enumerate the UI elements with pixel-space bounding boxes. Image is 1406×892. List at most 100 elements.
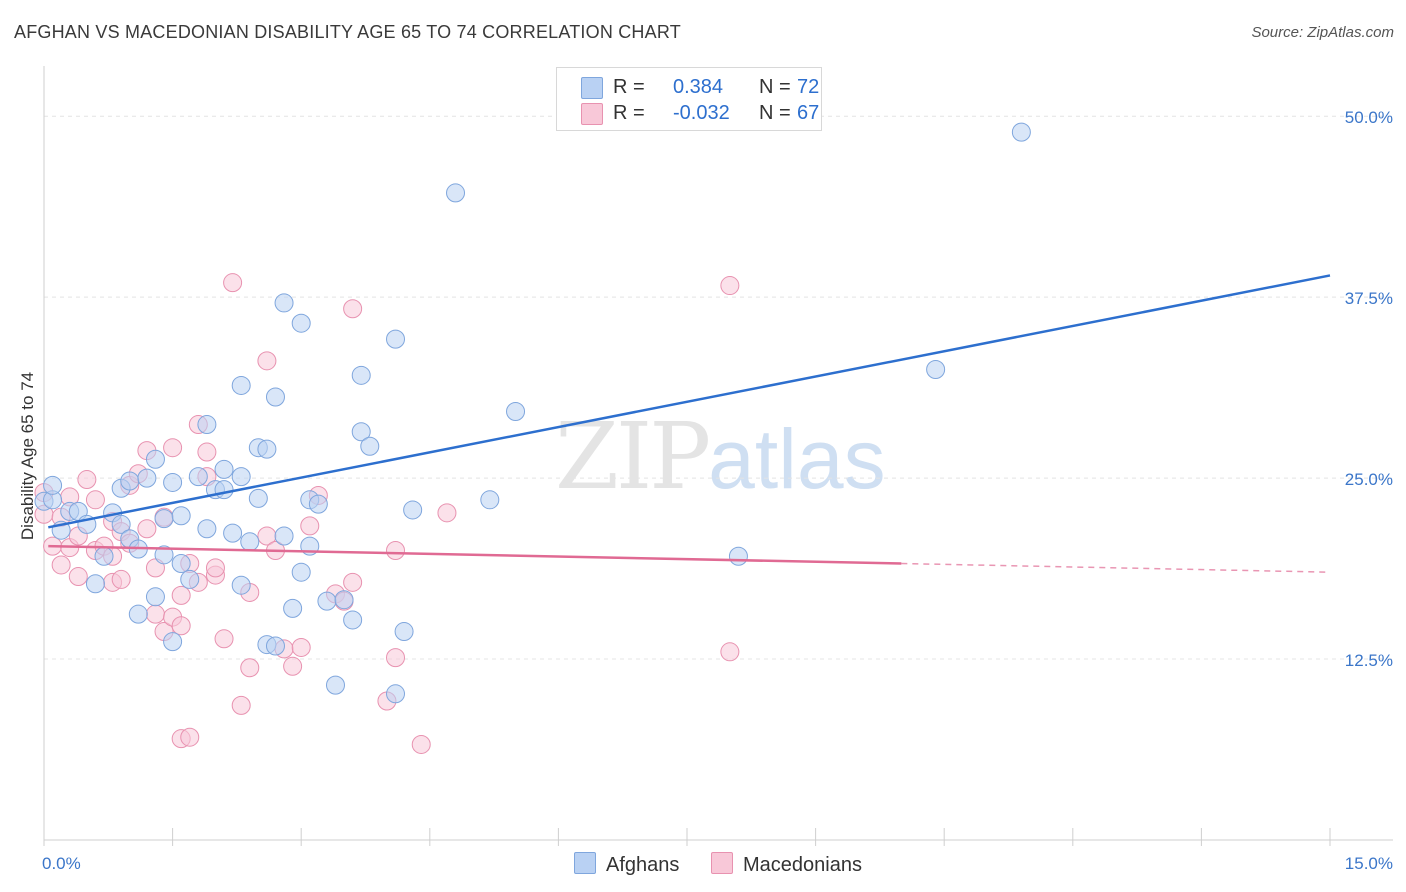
macedonians-trend-extension bbox=[901, 562, 1331, 573]
chart-title: AFGHAN VS MACEDONIAN DISABILITY AGE 65 T… bbox=[14, 22, 681, 42]
afghan-point bbox=[351, 422, 371, 442]
macedonians-label: Macedonians bbox=[743, 854, 862, 876]
bottom-legend-afghans[interactable]: Afghans bbox=[574, 852, 679, 877]
afghan-point bbox=[137, 468, 157, 488]
macedonian-point bbox=[85, 490, 105, 510]
y-axis-label: Disability Age 65 to 74 bbox=[18, 371, 37, 541]
macedonian-point bbox=[343, 572, 363, 592]
afghan-point bbox=[446, 183, 466, 203]
afghan-point bbox=[291, 562, 311, 582]
afghans-trend-line bbox=[48, 274, 1331, 529]
macedonian-point bbox=[343, 299, 363, 319]
macedonian-point bbox=[240, 658, 260, 678]
macedonian-point bbox=[231, 695, 251, 715]
legend-swatch-macedonians bbox=[581, 103, 603, 125]
afghan-point bbox=[351, 365, 371, 385]
afghans-swatch bbox=[574, 852, 596, 874]
afghans-label: Afghans bbox=[606, 854, 680, 876]
legend-n-value-macedonians: 67 bbox=[797, 102, 820, 124]
afghan-point bbox=[394, 622, 414, 642]
afghan-point bbox=[154, 545, 174, 565]
watermark-atlas: atlas bbox=[708, 412, 886, 506]
macedonian-point bbox=[283, 656, 303, 676]
macedonians-swatch bbox=[711, 852, 733, 874]
macedonian-point bbox=[77, 470, 97, 490]
afghan-point bbox=[926, 360, 946, 380]
afghan-point bbox=[1011, 122, 1031, 142]
macedonian-point bbox=[411, 734, 431, 754]
afghan-point bbox=[386, 684, 406, 704]
macedonian-point bbox=[137, 519, 157, 539]
afghan-point bbox=[317, 591, 337, 611]
legend-r-label: R = bbox=[613, 76, 645, 98]
afghan-point bbox=[265, 387, 285, 407]
macedonian-point bbox=[171, 616, 191, 636]
afghan-point bbox=[257, 439, 277, 459]
afghan-point bbox=[197, 415, 217, 435]
macedonian-point bbox=[386, 648, 406, 668]
afghan-point bbox=[120, 471, 140, 491]
afghan-point bbox=[214, 459, 234, 479]
afghan-point bbox=[343, 610, 363, 630]
macedonian-point bbox=[205, 558, 225, 578]
stats-legend: R = 0.384 N = 72 R = -0.032 N = 67 bbox=[556, 67, 822, 131]
legend-n-label: N = bbox=[759, 76, 791, 98]
x-tick-label-min: 0.0% bbox=[42, 854, 81, 873]
macedonian-point bbox=[720, 642, 740, 662]
y-tick-label: 37.5% bbox=[1345, 289, 1393, 308]
afghan-point bbox=[111, 514, 131, 534]
afghan-point bbox=[85, 574, 105, 594]
afghan-point bbox=[223, 523, 243, 543]
macedonian-point bbox=[720, 276, 740, 296]
macedonian-point bbox=[214, 629, 234, 649]
macedonian-point bbox=[386, 540, 406, 560]
legend-r-label: R = bbox=[613, 102, 645, 124]
bottom-legend-macedonians[interactable]: Macedonians bbox=[711, 852, 862, 877]
afghan-point bbox=[128, 604, 148, 624]
afghan-point bbox=[403, 500, 423, 520]
afghan-point bbox=[214, 480, 234, 500]
afghan-point bbox=[360, 436, 380, 456]
macedonians-trend-line bbox=[48, 544, 902, 565]
macedonian-point bbox=[145, 604, 165, 624]
y-tick-label: 50.0% bbox=[1345, 108, 1393, 127]
afghan-point bbox=[248, 488, 268, 508]
afghan-point bbox=[308, 494, 328, 514]
afghan-point bbox=[291, 313, 311, 333]
afghan-point bbox=[94, 546, 114, 566]
macedonian-point bbox=[197, 442, 217, 462]
source-label: Source: ZipAtlas.com bbox=[1251, 24, 1394, 41]
macedonian-point bbox=[437, 503, 457, 523]
afghan-point bbox=[145, 449, 165, 469]
afghan-point bbox=[171, 506, 191, 526]
macedonian-point bbox=[163, 438, 183, 458]
afghan-point bbox=[325, 675, 345, 695]
macedonian-point bbox=[51, 555, 71, 575]
afghan-point bbox=[163, 472, 183, 492]
y-tick-label: 12.5% bbox=[1345, 651, 1393, 670]
x-tick-label-max: 15.0% bbox=[1345, 854, 1393, 873]
macedonian-point bbox=[111, 569, 131, 589]
afghan-point bbox=[240, 532, 260, 552]
afghan-point bbox=[180, 569, 200, 589]
afghan-point bbox=[43, 475, 63, 495]
afghan-point bbox=[231, 375, 251, 395]
macedonian-point bbox=[68, 567, 88, 587]
macedonian-point bbox=[300, 516, 320, 536]
legend-r-value-afghans: 0.384 bbox=[673, 76, 724, 98]
legend-n-value-afghans: 72 bbox=[797, 76, 820, 98]
afghan-point bbox=[386, 329, 406, 349]
macedonian-point bbox=[291, 637, 311, 657]
macedonian-point bbox=[257, 351, 277, 371]
afghan-point bbox=[163, 632, 183, 652]
afghan-point bbox=[171, 554, 191, 574]
afghan-point bbox=[265, 636, 285, 656]
afghan-point bbox=[145, 587, 165, 607]
afghan-point bbox=[231, 575, 251, 595]
afghan-point bbox=[274, 526, 294, 546]
afghan-point bbox=[231, 467, 251, 487]
macedonian-point bbox=[223, 273, 243, 293]
afghan-point bbox=[728, 546, 748, 566]
y-tick-label: 25.0% bbox=[1345, 470, 1393, 489]
